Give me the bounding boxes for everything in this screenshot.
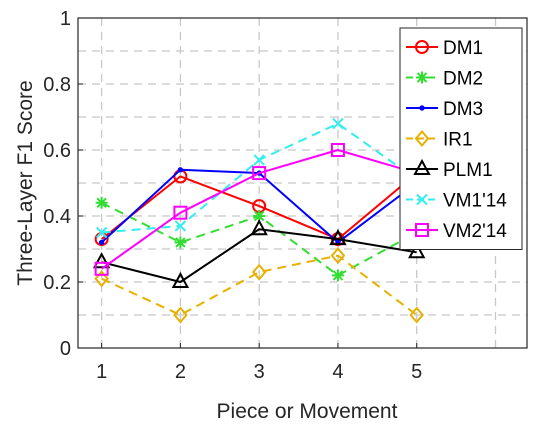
data-point-plm1 [408, 242, 426, 259]
data-point-plm1 [329, 228, 347, 246]
legend-entry-plm1: PLM1 [406, 158, 493, 181]
legend-entry-dm2: DM2 [406, 69, 483, 90]
data-point-vm1-14 [253, 154, 265, 166]
legend-label: IR1 [443, 130, 473, 151]
legend-label: PLM1 [443, 160, 493, 181]
y-tick-label: 0.4 [43, 206, 71, 228]
x-tick-label: 3 [254, 361, 265, 383]
legend-marker [419, 105, 425, 111]
legend-marker [416, 71, 428, 84]
data-point-dm3 [98, 239, 105, 246]
data-point-plm1 [250, 219, 268, 236]
data-point-vm2-14 [94, 261, 109, 276]
axis-ticks: 1 2 3 4 5 0 0.2 0.4 0.6 0.8 1 [43, 8, 422, 383]
legend-entry-dm3: DM3 [406, 99, 483, 120]
data-point-vm1-14 [95, 226, 108, 239]
series-plm1 [92, 219, 426, 288]
y-tick-label: 0 [60, 338, 71, 360]
x-tick-label: 5 [411, 361, 422, 383]
legend-marker [416, 193, 428, 206]
data-point-ir1 [94, 270, 109, 288]
legend-entry-dm1: DM1 [406, 38, 483, 59]
data-point-vm2-14 [330, 143, 345, 157]
data-point-dm3 [177, 167, 184, 173]
data-point-ir1 [251, 263, 267, 281]
series-line-plm1 [101, 228, 417, 283]
series-line-vm2-14 [101, 149, 418, 270]
legend-marker [414, 129, 430, 148]
x-tick-label: 1 [96, 361, 107, 383]
data-point-plm1 [92, 252, 111, 269]
data-point-ir1 [330, 247, 346, 265]
series-ir1 [94, 247, 425, 324]
y-tick-label: 0.2 [43, 272, 71, 294]
series-line-ir1 [101, 254, 418, 316]
y-axis-label: Three-Layer F1 Score [14, 80, 37, 285]
data-point-vm1-14 [174, 220, 187, 232]
legend-entry-vm2-14: VM2'14 [406, 221, 507, 242]
data-point-vm1-14 [332, 117, 344, 130]
series-line-dm1 [101, 172, 418, 241]
legend-label: DM1 [443, 38, 483, 59]
data-point-dm2 [253, 210, 266, 222]
legend-marker [415, 223, 429, 237]
y-tick-label: 0.8 [43, 74, 71, 96]
x-axis-label: Piece or Movement [217, 400, 398, 423]
legend-label: DM3 [443, 99, 483, 120]
axes-box [77, 17, 528, 349]
data-point-plm1 [171, 271, 190, 288]
x-tick-label: 4 [332, 361, 343, 383]
grid-lines [78, 18, 527, 348]
data-point-dm2 [174, 236, 187, 249]
legend-marker [415, 40, 429, 54]
legend-entry-vm1-14: VM1'14 [406, 191, 507, 212]
legend-entry-ir1: IR1 [406, 130, 473, 151]
legend-label: VM1'14 [443, 191, 507, 212]
series-vm2-14 [94, 143, 424, 276]
data-point-dm2 [95, 196, 108, 209]
data-point-vm2-14 [173, 205, 188, 220]
legend-marker [413, 158, 431, 175]
data-point-dm2 [331, 269, 344, 282]
y-tick-label: 1 [60, 8, 71, 30]
data-point-ir1 [173, 306, 188, 324]
x-tick-label: 2 [175, 361, 186, 383]
legend-label: VM2'14 [443, 221, 507, 242]
legend-label: DM2 [443, 69, 483, 90]
data-point-ir1 [409, 306, 425, 324]
y-tick-label: 0.6 [43, 140, 71, 162]
legend: DM1 DM2 DM3 IR1 PLM1 VM1'14 VM2'14 [399, 27, 523, 250]
data-point-vm2-14 [252, 166, 267, 181]
